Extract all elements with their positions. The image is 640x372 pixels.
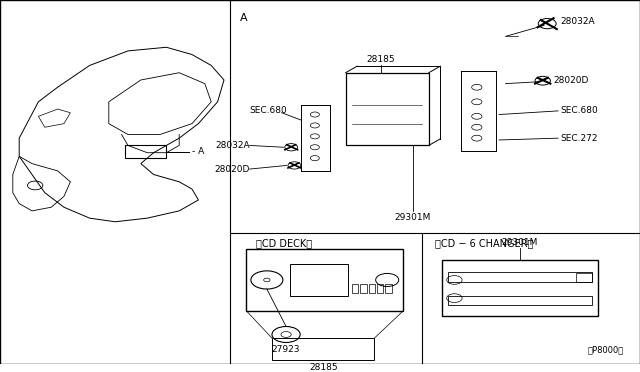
- Text: 29301M: 29301M: [395, 213, 431, 222]
- Text: A: A: [240, 13, 248, 23]
- Text: 27923: 27923: [272, 345, 300, 354]
- Bar: [377, 283, 383, 293]
- Bar: [385, 283, 392, 293]
- Text: 28185: 28185: [367, 55, 395, 64]
- Text: 〈CD − 6 CHANGER〉: 〈CD − 6 CHANGER〉: [435, 238, 534, 248]
- Text: 28032A: 28032A: [560, 17, 595, 26]
- Bar: [272, 338, 374, 360]
- Text: 〈CD DECK〉: 〈CD DECK〉: [256, 238, 312, 248]
- Text: - A: - A: [192, 147, 204, 157]
- Bar: [448, 272, 592, 282]
- Text: 28185: 28185: [309, 363, 337, 372]
- Bar: [360, 283, 367, 293]
- Text: 28020D: 28020D: [554, 76, 589, 85]
- Text: SEC.680: SEC.680: [250, 106, 287, 115]
- Text: 28032A: 28032A: [215, 141, 250, 150]
- Bar: [442, 260, 598, 316]
- Bar: [448, 296, 592, 305]
- Bar: [125, 145, 166, 158]
- Bar: [576, 273, 592, 282]
- Text: SEC.272: SEC.272: [560, 134, 598, 142]
- Bar: [369, 283, 375, 293]
- Bar: [246, 249, 403, 311]
- Bar: [290, 264, 348, 296]
- Text: 28020D: 28020D: [214, 164, 250, 174]
- Text: 〈P8000〉: 〈P8000〉: [588, 346, 624, 355]
- Bar: [352, 283, 358, 293]
- Text: SEC.680: SEC.680: [560, 106, 598, 115]
- Text: 29301M: 29301M: [502, 238, 538, 247]
- Bar: [346, 73, 429, 145]
